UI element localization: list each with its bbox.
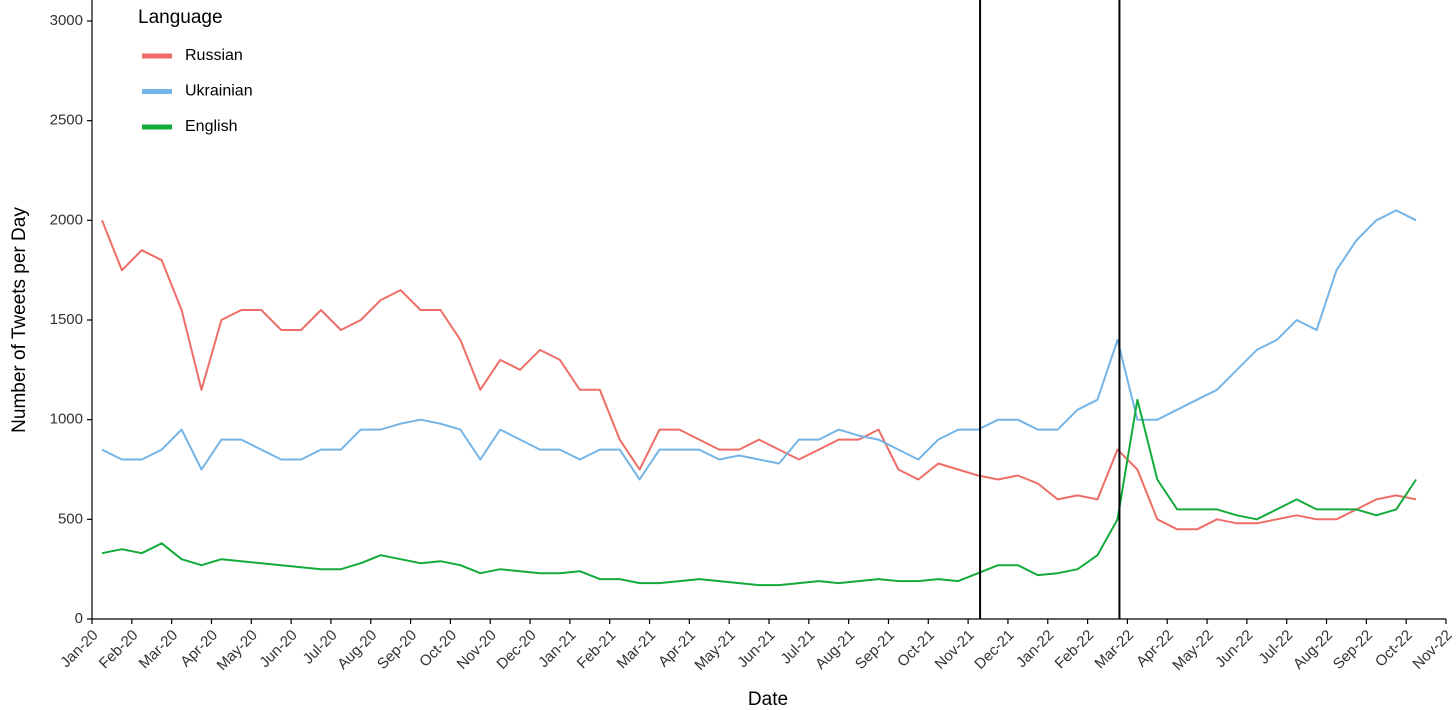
y-tick-label: 3000: [50, 12, 83, 29]
x-tick-label: Mar-22: [1091, 627, 1137, 673]
legend-label: Russian: [185, 47, 243, 64]
x-tick-label: Aug-22: [1290, 627, 1336, 673]
series-line: [101, 209, 1417, 481]
x-tick-label: Oct-20: [416, 627, 460, 671]
x-tick-label: Jun-21: [734, 627, 778, 671]
y-tick-label: 1000: [50, 411, 83, 428]
y-tick-label: 2500: [50, 112, 83, 129]
x-tick-label: May-20: [214, 627, 261, 674]
y-axis-title: Number of Tweets per Day: [9, 207, 30, 433]
x-tick-label: Jan-22: [1013, 627, 1057, 671]
series-line: [101, 398, 1417, 587]
x-tick-label: Feb-20: [96, 627, 142, 673]
x-tick-label: Nov-20: [454, 627, 500, 673]
x-tick-label: Aug-20: [334, 627, 380, 673]
y-tick-label: 0: [75, 610, 83, 627]
x-tick-label: May-21: [691, 627, 738, 674]
y-tick-label: 1500: [50, 311, 83, 328]
legend-title: Language: [138, 7, 223, 28]
x-tick-label: Jan-20: [57, 627, 101, 671]
x-tick-label: Mar-21: [614, 627, 660, 673]
x-tick-label: Nov-21: [932, 627, 978, 673]
x-tick-label: Mar-20: [136, 627, 182, 673]
x-tick-label: Sep-22: [1330, 627, 1376, 673]
legend-label: Ukrainian: [185, 83, 253, 100]
x-tick-label: Feb-21: [574, 627, 620, 673]
x-tick-label: May-22: [1169, 627, 1216, 674]
x-tick-label: Oct-21: [894, 627, 938, 671]
x-tick-label: Jun-22: [1212, 627, 1256, 671]
series-line: [101, 219, 1417, 531]
legend-label: English: [185, 118, 237, 135]
x-tick-label: Jan-21: [535, 627, 579, 671]
x-axis-title: Date: [748, 689, 788, 710]
y-tick-label: 2000: [50, 211, 83, 228]
x-tick-label: Jun-20: [256, 627, 300, 671]
x-tick-label: Dec-20: [493, 627, 539, 673]
x-tick-label: Feb-22: [1052, 627, 1098, 673]
y-tick-label: 500: [58, 510, 83, 527]
x-tick-label: Dec-21: [971, 627, 1017, 673]
x-tick-label: Aug-21: [812, 627, 858, 673]
x-tick-label: Oct-22: [1372, 627, 1416, 671]
x-tick-label: Nov-22: [1409, 627, 1455, 673]
x-tick-label: Sep-20: [374, 627, 420, 673]
x-tick-label: Sep-21: [852, 627, 898, 673]
